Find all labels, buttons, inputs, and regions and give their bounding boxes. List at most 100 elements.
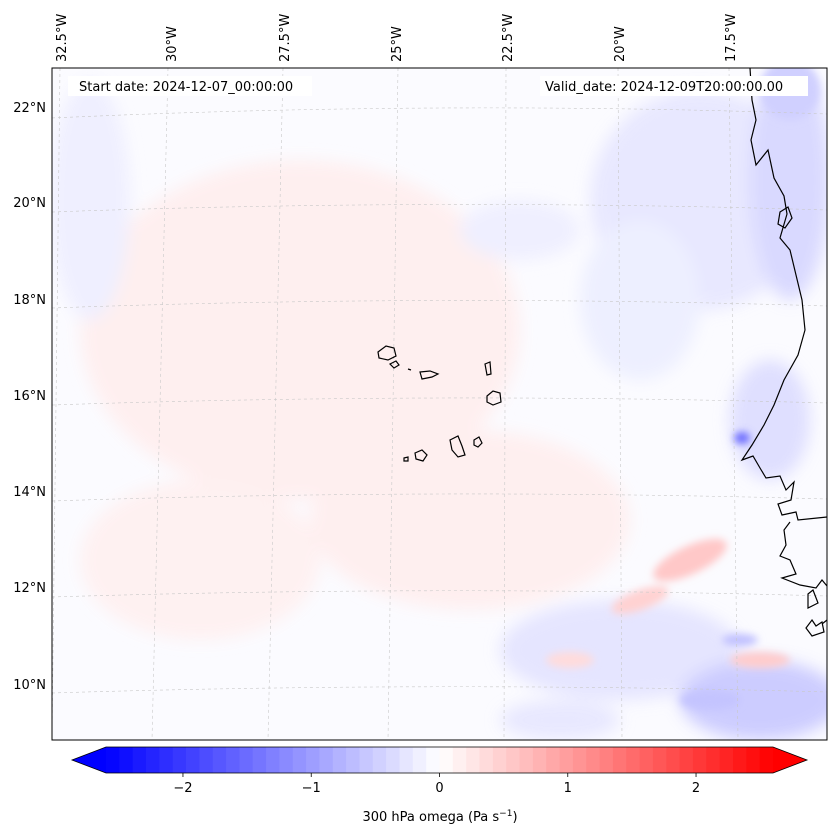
island: [449, 435, 466, 458]
valid-date: Valid_date: 2024-12-09T20:00:00.00: [545, 80, 783, 95]
valid-date-box: [540, 76, 808, 96]
colorbar-band: [332, 747, 347, 773]
coastline: [740, 67, 828, 637]
colorbar-band: [266, 747, 280, 773]
colorbar-label-close: ): [512, 810, 517, 825]
latitude-labels: 22°N 20°N 18°N 16°N 14°N 12°N 10°N: [13, 101, 46, 693]
colorbar-band: [292, 747, 307, 773]
colorbar-label-exponent: −1: [499, 809, 512, 819]
colorbar-band: [666, 747, 681, 773]
coast-island: [777, 206, 793, 229]
lat-label-10n: 10°N: [13, 678, 46, 693]
colorbar-extend-high: [773, 747, 807, 773]
colorbar-band: [412, 747, 427, 773]
colorbar-band: [279, 747, 294, 773]
colorbar-band: [652, 747, 667, 773]
island: [419, 370, 440, 380]
lon-label-27-5w: 27.5°W: [278, 14, 293, 62]
colorbar-band: [732, 747, 747, 773]
colorbar-label-main: 300 hPa omega (Pa s: [362, 810, 499, 825]
map-frame: [51, 67, 828, 741]
colorbar-tick-label: 0: [435, 781, 443, 796]
colorbar-band: [359, 747, 374, 773]
colorbar-band: [519, 747, 534, 773]
colorbar-tick-label: 1: [564, 781, 572, 796]
colorbar-bands: [106, 747, 774, 773]
colorbar-tick-label: −1: [302, 781, 321, 796]
colorbar-band: [172, 747, 187, 773]
colorbar-band: [252, 747, 267, 773]
lon-label-20w: 20°W: [613, 26, 628, 62]
colorbar-band: [586, 747, 601, 773]
colorbar-band: [679, 747, 694, 773]
lon-label-25w: 25°W: [390, 26, 405, 62]
island: [407, 368, 412, 371]
colorbar-label: 300 hPa omega (Pa s−1): [362, 809, 517, 825]
lon-label-22-5w: 22.5°W: [501, 14, 516, 62]
colorbar-band: [506, 747, 521, 773]
colorbar-band: [479, 747, 494, 773]
lat-label-18n: 18°N: [13, 293, 46, 308]
island: [377, 345, 397, 361]
island: [403, 456, 409, 462]
lat-label-12n: 12°N: [13, 581, 46, 596]
colorbar-band: [319, 747, 334, 773]
colorbar-band: [346, 747, 360, 773]
colorbar-band: [146, 747, 160, 773]
colorbar-band: [572, 747, 587, 773]
lat-label-16n: 16°N: [13, 389, 46, 404]
colorbar-band: [626, 747, 641, 773]
colorbar-band: [612, 747, 627, 773]
colorbar-band: [466, 747, 481, 773]
colorbar-band: [159, 747, 174, 773]
colorbar-ticks: −2 −1 0 1 2: [173, 773, 700, 796]
colorbar-band: [132, 747, 147, 773]
colorbar-band: [372, 747, 387, 773]
colorbar-tick-label: 2: [692, 781, 700, 796]
colorbar-band: [106, 747, 120, 773]
colorbar-band: [226, 747, 240, 773]
graticule: [52, 68, 827, 740]
lat-label-14n: 14°N: [13, 485, 46, 500]
colorbar-band: [719, 747, 734, 773]
island: [486, 390, 502, 406]
colorbar-band: [492, 747, 507, 773]
omega-field: [52, 68, 827, 740]
island: [414, 449, 428, 462]
colorbar-band: [306, 747, 320, 773]
colorbar: −2 −1 0 1 2 300 hPa omega (Pa s−1): [70, 746, 809, 825]
colorbar-band: [239, 747, 254, 773]
lon-label-30w: 30°W: [165, 26, 180, 62]
colorbar-band: [212, 747, 227, 773]
lat-label-20n: 20°N: [13, 196, 46, 211]
colorbar-band: [706, 747, 721, 773]
colorbar-band: [452, 747, 467, 773]
colorbar-band: [546, 747, 561, 773]
colorbar-band: [426, 747, 440, 773]
colorbar-band: [639, 747, 654, 773]
colorbar-band: [692, 747, 707, 773]
colorbar-band: [439, 747, 454, 773]
colorbar-band: [599, 747, 614, 773]
start-date: Start date: 2024-12-07_00:00:00: [79, 80, 293, 95]
colorbar-band: [559, 747, 574, 773]
colorbar-band: [399, 747, 414, 773]
island: [484, 361, 492, 376]
island: [473, 436, 483, 448]
lat-label-22n: 22°N: [13, 101, 46, 116]
lon-label-17-5w: 17.5°W: [724, 14, 739, 62]
colorbar-band: [119, 747, 134, 773]
colorbar-tick-label: −2: [173, 781, 192, 796]
start-date-box: [68, 76, 312, 96]
cape-verde-islands: [377, 345, 502, 462]
lon-label-32-5w: 32.5°W: [55, 14, 70, 62]
colorbar-band: [532, 747, 547, 773]
map-panel: Start date: 2024-12-07_00:00:00 Valid_da…: [51, 67, 828, 741]
colorbar-extend-low: [72, 747, 106, 773]
island: [388, 360, 400, 369]
colorbar-band: [186, 747, 200, 773]
colorbar-band: [386, 747, 400, 773]
colorbar-band: [746, 747, 761, 773]
colorbar-outline: [70, 746, 809, 774]
